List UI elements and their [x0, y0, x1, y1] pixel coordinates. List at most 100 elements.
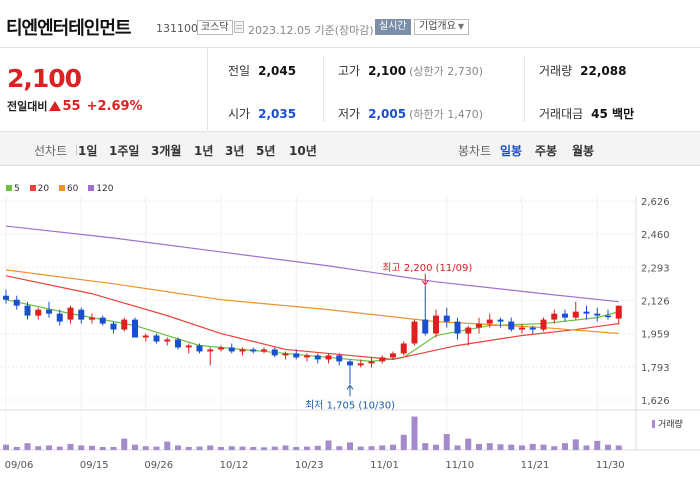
stat-low: 저가 2,005 (하한가 1,470) [338, 105, 483, 122]
date-text: 2023.12.05 기준(장마감) [248, 24, 374, 37]
ma-legend: 5 20 60 120 [6, 184, 120, 194]
volume-bar [67, 443, 74, 450]
trade-value-label: 거래대금 [539, 107, 584, 121]
volume-bar [228, 446, 235, 450]
candle-body [336, 355, 343, 362]
volume-bar [164, 441, 171, 450]
tab-5y[interactable]: 5년 [256, 144, 276, 158]
open-label: 시가 [228, 107, 251, 121]
company-info-label: 기업개요 [419, 21, 456, 32]
volume-bar [239, 446, 246, 450]
tab-daily[interactable]: 일봉 [500, 144, 523, 158]
candle-body [3, 295, 9, 300]
volume-bar [153, 446, 160, 450]
legend-swatch [6, 185, 12, 191]
volume-bar [368, 446, 375, 450]
chevron-down-icon: ▼ [457, 22, 464, 31]
volume-bar [529, 443, 536, 450]
tab-1y[interactable]: 1년 [194, 144, 214, 158]
low-value: 2,005 [368, 107, 407, 121]
candle-body [24, 305, 31, 316]
y-tick-label: 1,959 [641, 330, 670, 341]
volume-bar [271, 446, 278, 450]
stat-trade-value: 거래대금 45 백만 [539, 105, 634, 122]
candle-body [347, 361, 353, 366]
volume-bar [3, 444, 9, 450]
candle-body [185, 345, 192, 348]
stat-prev-close: 전일 2,045 [228, 62, 296, 79]
price-plot-area [0, 196, 636, 410]
volume-bar [433, 444, 439, 450]
upper-limit: (상한가 2,730) [409, 65, 483, 78]
candle-body [486, 319, 493, 324]
x-tick-label: 10/12 [220, 460, 249, 471]
x-tick-label: 11/01 [370, 460, 399, 471]
legend-swatch [652, 420, 655, 428]
annotation-arrowhead [346, 384, 354, 390]
tab-1w[interactable]: 1주일 [109, 144, 140, 158]
candle-body [13, 299, 20, 306]
volume-bar [400, 434, 407, 450]
prev-close-value: 2,045 [258, 64, 297, 78]
volume-bar [110, 446, 117, 450]
candle-body [325, 355, 332, 360]
chart-tabbar: 선차트 1일 1주일 3개월 1년 3년 5년 10년 봉차트 일봉 주봉 월봉 [0, 131, 700, 166]
volume-bar [347, 442, 353, 450]
candle-body [390, 353, 396, 358]
volume-bar [261, 447, 267, 450]
high-label: 고가 [338, 64, 361, 78]
tab-monthly[interactable]: 월봉 [572, 144, 595, 158]
document-icon[interactable] [234, 21, 244, 33]
volume-bar [486, 443, 493, 450]
legend-swatch [58, 185, 65, 191]
candle-body [529, 327, 536, 330]
volume-bar [175, 445, 181, 450]
volume-bar [615, 445, 622, 450]
candle-body [572, 311, 579, 318]
lower-limit: (하한가 1,470) [409, 108, 483, 121]
stat-volume: 거래량 22,088 [539, 62, 626, 79]
tab-10y[interactable]: 10년 [289, 144, 317, 158]
y-tick-label: 1,793 [641, 363, 670, 374]
candle-body [142, 335, 149, 338]
y-tick-label: 2,293 [641, 263, 670, 274]
candle-body [443, 315, 450, 322]
candle-body [562, 313, 568, 318]
tab-3y[interactable]: 3년 [225, 144, 245, 158]
change-percent: +2.69% [86, 99, 143, 114]
volume-bar [185, 446, 192, 450]
legend-ma60: 60 [58, 184, 78, 194]
candlestick-chart[interactable]: 2,626 2,460 2,293 2,126 1,959 1,793 1,626 09/06… [0, 196, 700, 490]
tab-3m[interactable]: 3개월 [151, 144, 182, 158]
volume-bar [35, 446, 42, 450]
volume-bar [443, 434, 450, 450]
x-tick-label: 09/26 [144, 460, 173, 471]
candle-body [218, 347, 224, 350]
volume-bar [379, 445, 386, 450]
change-label: 전일대비 [7, 100, 48, 113]
y-tick-label: 1,626 [641, 396, 670, 407]
volume-bar [250, 446, 257, 450]
candle-body [282, 353, 289, 356]
line-chart-label: 선차트 [34, 144, 68, 158]
volume-bar [56, 446, 63, 450]
tab-weekly[interactable]: 주봉 [535, 144, 558, 158]
tab-1d[interactable]: 1일 [78, 144, 98, 158]
y-tick-label: 2,460 [641, 230, 670, 241]
candle-body [519, 327, 525, 330]
price-stats: 전일 2,045 고가 2,100 (상한가 2,730) 거래량 22,088 시가 2… [209, 48, 700, 130]
volume-bar [357, 446, 364, 450]
trade-value: 45 백만 [591, 107, 635, 121]
candle-body [357, 363, 364, 366]
stock-name[interactable]: 티엔엔터테인먼트 [6, 18, 131, 39]
volume-bar [13, 446, 20, 450]
company-info-button[interactable]: 기업개요 ▼ [414, 19, 469, 35]
x-tick-label: 10/23 [295, 460, 324, 471]
candle-body [46, 309, 52, 314]
realtime-button[interactable]: 실시간 [375, 19, 411, 35]
volume-bar [314, 445, 321, 450]
candle-body [153, 335, 160, 342]
divider [323, 56, 324, 122]
candle-chart-label: 봉차트 [458, 144, 492, 158]
divider [524, 56, 525, 122]
